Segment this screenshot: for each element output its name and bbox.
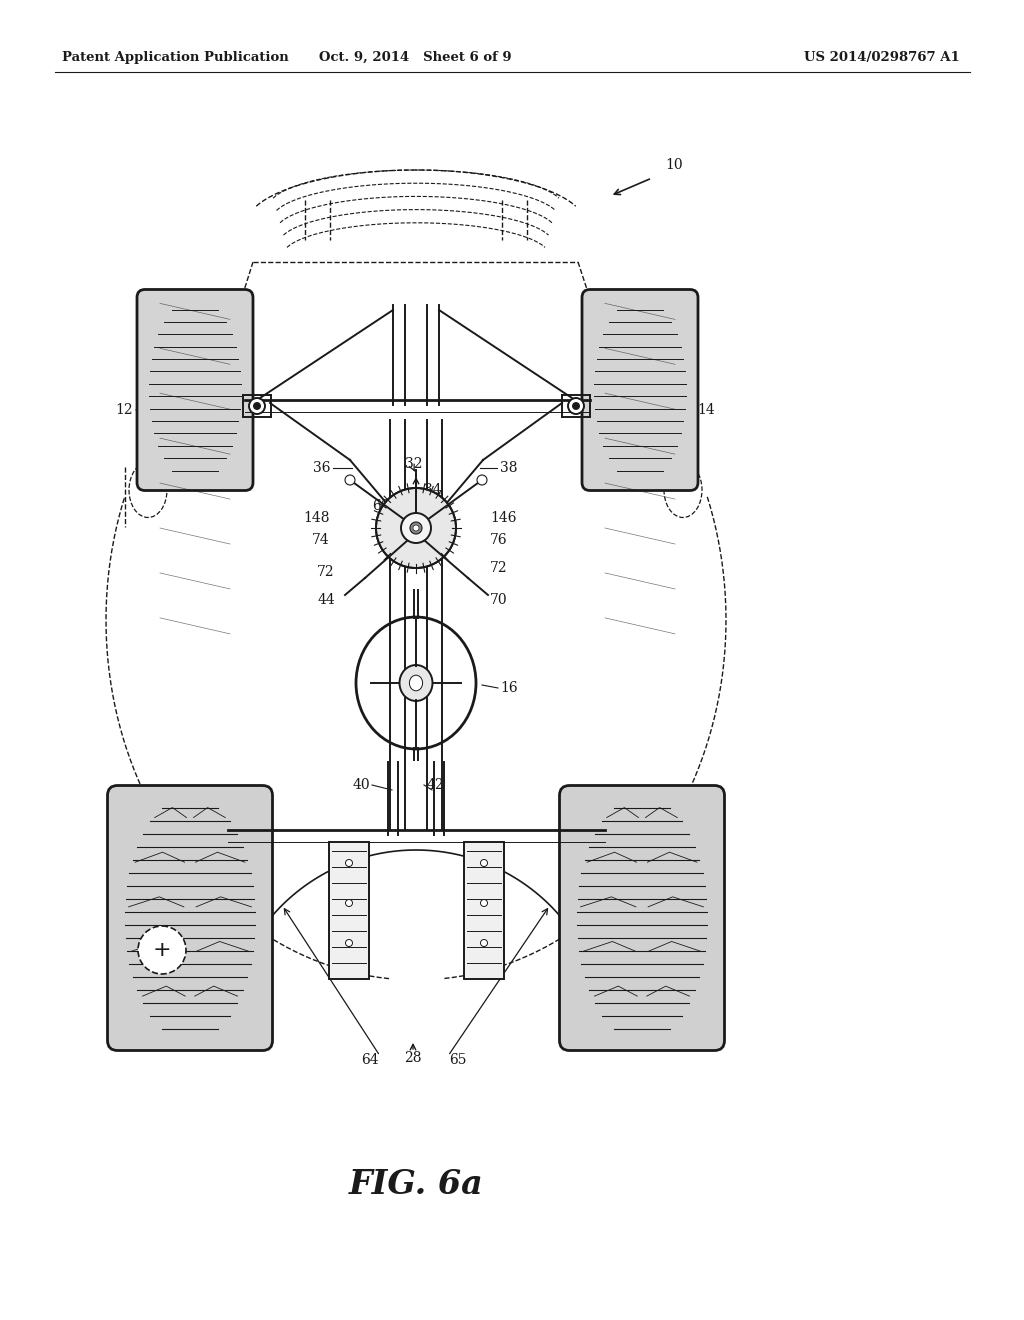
Text: 76: 76 (490, 533, 508, 546)
Circle shape (568, 399, 584, 414)
FancyBboxPatch shape (582, 289, 698, 491)
Circle shape (138, 927, 186, 974)
Circle shape (413, 525, 419, 531)
Circle shape (573, 403, 579, 409)
Text: 16: 16 (500, 681, 517, 696)
Text: +: + (153, 940, 171, 960)
Text: FIG. 6a: FIG. 6a (348, 1168, 483, 1201)
Text: 32: 32 (406, 457, 423, 471)
FancyBboxPatch shape (559, 785, 725, 1051)
Circle shape (480, 940, 487, 946)
Text: 64: 64 (361, 1053, 379, 1067)
Text: 146: 146 (490, 511, 516, 525)
FancyBboxPatch shape (108, 785, 272, 1051)
Text: Patent Application Publication: Patent Application Publication (62, 50, 289, 63)
Text: 72: 72 (317, 565, 335, 579)
Text: 66: 66 (373, 499, 390, 513)
Circle shape (345, 940, 352, 946)
Circle shape (376, 488, 456, 568)
Text: 38: 38 (500, 461, 517, 475)
Text: 172: 172 (135, 968, 161, 982)
Text: 65: 65 (450, 1053, 467, 1067)
Circle shape (345, 475, 355, 484)
Text: 72: 72 (490, 561, 508, 576)
Text: 20: 20 (697, 863, 715, 876)
Circle shape (254, 403, 260, 409)
Circle shape (401, 513, 431, 543)
Ellipse shape (399, 665, 432, 701)
Text: 42: 42 (427, 777, 444, 792)
Circle shape (249, 399, 265, 414)
Ellipse shape (410, 676, 423, 690)
Text: 36: 36 (312, 461, 330, 475)
Circle shape (345, 899, 352, 907)
Text: 70: 70 (490, 593, 508, 607)
Text: 18: 18 (129, 863, 147, 876)
Circle shape (480, 859, 487, 866)
Circle shape (477, 475, 487, 484)
Text: Oct. 9, 2014   Sheet 6 of 9: Oct. 9, 2014 Sheet 6 of 9 (318, 50, 511, 63)
Text: 14: 14 (697, 403, 715, 417)
Text: 148: 148 (303, 511, 330, 525)
Text: 28: 28 (404, 1051, 422, 1065)
Circle shape (410, 521, 422, 535)
Circle shape (480, 899, 487, 907)
Text: 10: 10 (665, 158, 683, 172)
Text: 40: 40 (352, 777, 370, 792)
Text: 34: 34 (424, 483, 441, 498)
FancyBboxPatch shape (329, 842, 369, 979)
FancyBboxPatch shape (464, 842, 504, 979)
Text: US 2014/0298767 A1: US 2014/0298767 A1 (804, 50, 961, 63)
Circle shape (345, 859, 352, 866)
FancyBboxPatch shape (137, 289, 253, 491)
Text: 74: 74 (312, 533, 330, 546)
Text: 12: 12 (116, 403, 133, 417)
Text: 44: 44 (317, 593, 335, 607)
